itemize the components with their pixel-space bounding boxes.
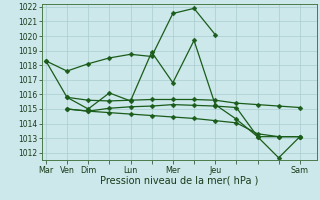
- X-axis label: Pression niveau de la mer( hPa ): Pression niveau de la mer( hPa ): [100, 176, 258, 186]
